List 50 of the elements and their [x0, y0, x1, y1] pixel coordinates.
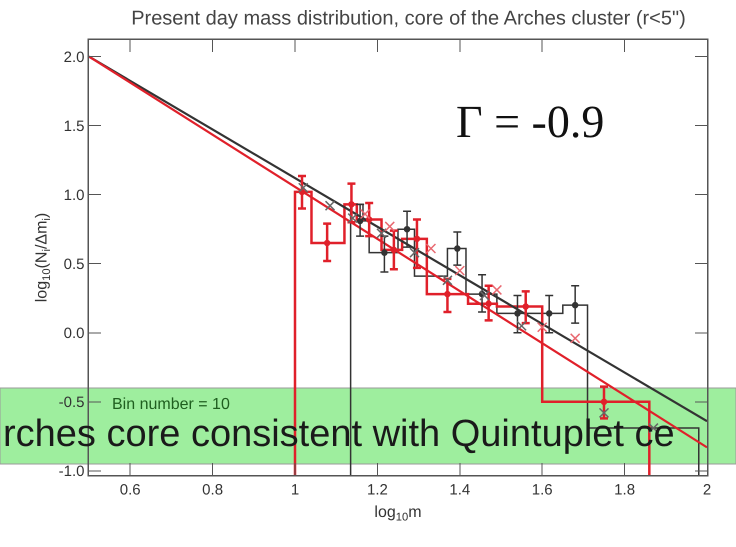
point [348, 201, 355, 208]
point [324, 200, 336, 211]
y-tick-label: -1.0 [58, 463, 84, 480]
x-axis-title: log$_{10}$m [374, 504, 422, 524]
point [444, 290, 451, 298]
point [454, 265, 466, 276]
point [414, 236, 420, 242]
point [384, 221, 396, 232]
point [536, 322, 548, 332]
y-tick-label: 0.0 [64, 325, 84, 342]
y-tick-label: 0.5 [64, 256, 84, 273]
point [324, 240, 330, 246]
point [376, 228, 387, 239]
point [356, 218, 364, 224]
point [485, 300, 492, 308]
point [404, 226, 410, 232]
point [426, 243, 436, 254]
annotation: Bin number = 10 [112, 396, 230, 413]
y-tick-label: 1.0 [64, 186, 84, 204]
x-tick-label: 1.8 [614, 482, 636, 498]
point [360, 208, 370, 220]
chart-title: Present day mass distribution, core of the Arches cluster (r<5") [131, 8, 686, 30]
x-tick-label: 1.4 [449, 482, 470, 498]
point [572, 302, 578, 308]
point [600, 398, 608, 406]
point [409, 247, 420, 258]
point [442, 275, 453, 286]
point [546, 310, 552, 317]
point [298, 182, 308, 194]
annotation: Γ = -0.9 [456, 96, 604, 147]
x-tick-label: 0.8 [202, 482, 224, 498]
point [522, 303, 529, 310]
point [514, 310, 521, 317]
x-tick-label: 1.2 [366, 482, 388, 498]
y-tick-label: 1.5 [64, 118, 84, 135]
point [570, 333, 580, 344]
x-tick-label: 1.6 [532, 482, 553, 498]
y-tick-label: 2.0 [64, 48, 84, 66]
x-tick-label: 1 [290, 482, 300, 498]
x-tick-label: 0.6 [120, 482, 141, 498]
point [347, 212, 358, 224]
point [516, 320, 527, 332]
y-tick-label: -0.5 [58, 394, 84, 412]
point [492, 284, 502, 296]
point [381, 249, 388, 256]
point [454, 245, 461, 252]
x-tick-label: 2 [702, 482, 712, 498]
point [479, 290, 490, 301]
point [390, 246, 398, 254]
point [598, 408, 610, 418]
